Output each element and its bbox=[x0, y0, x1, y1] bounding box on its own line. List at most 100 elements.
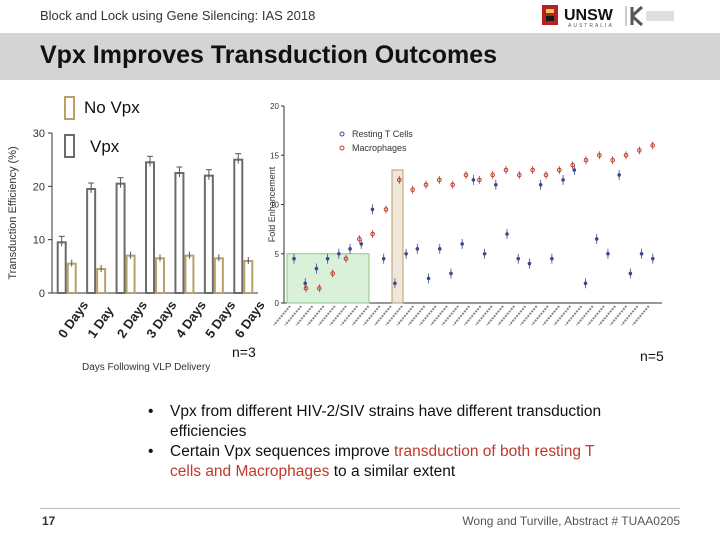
n-left-label: n=3 bbox=[232, 344, 256, 360]
scatter-x-tick-label bbox=[620, 305, 639, 326]
macrophage-point bbox=[410, 187, 415, 193]
scatter-y-tick-label: 0 bbox=[275, 299, 280, 308]
scatter-x-tick-label bbox=[385, 305, 403, 326]
scatter-x-tick-label bbox=[609, 305, 628, 326]
bar-vpx bbox=[145, 161, 155, 295]
macrophage-point bbox=[610, 157, 615, 163]
resting-t-cell-point bbox=[561, 178, 565, 182]
resting-t-cell-point bbox=[628, 271, 633, 276]
resting-t-cell-point bbox=[325, 256, 330, 261]
scatter-y-tick-label: 20 bbox=[270, 102, 279, 111]
citation: Wong and Turville, Abstract # TUAA0205 bbox=[462, 514, 680, 528]
bar-y-tick-label: 20 bbox=[33, 181, 45, 193]
macrophage-point bbox=[637, 148, 642, 153]
macrophage-point bbox=[317, 285, 322, 291]
macrophage-point bbox=[357, 236, 362, 242]
bar-y-axis-label: Transduction Efficiency (%) bbox=[7, 146, 19, 279]
scatter-x-tick-label bbox=[318, 305, 336, 326]
scatter-x-tick-label bbox=[564, 305, 583, 326]
scatter-x-tick-label bbox=[475, 305, 493, 326]
macrophage-point bbox=[650, 143, 655, 148]
macrophage-point bbox=[450, 182, 455, 188]
scatter-x-tick-label bbox=[273, 305, 291, 326]
highlight-tan-box bbox=[391, 169, 404, 304]
resting-t-cell-point bbox=[650, 256, 655, 261]
top-bar: Block and Lock using Gene Silencing: IAS… bbox=[0, 0, 720, 33]
macrophage-point bbox=[383, 207, 389, 212]
bullet-2: Certain Vpx sequences improve transducti… bbox=[148, 442, 628, 481]
resting-t-cell-point bbox=[348, 247, 352, 251]
scatter-y-axis-label: Fold Enhancement bbox=[267, 166, 277, 242]
scatter-x-tick-label bbox=[407, 305, 426, 326]
logo-text: UNSW bbox=[564, 7, 614, 24]
legend-vpx-swatch bbox=[64, 134, 75, 158]
scatter-x-tick-label bbox=[632, 305, 650, 326]
scatter-y-tick-label: 15 bbox=[270, 151, 279, 160]
unsw-logo: UNSW AUSTRALIA bbox=[542, 5, 674, 29]
scatter-x-tick-label bbox=[284, 305, 302, 326]
resting-t-cell-point bbox=[606, 251, 610, 256]
scatter-legend-marker bbox=[339, 145, 345, 151]
bar-vpx bbox=[203, 174, 214, 295]
bar-no-vpx bbox=[243, 260, 254, 294]
macrophage-point bbox=[570, 162, 575, 168]
scatter-x-tick-label bbox=[441, 305, 459, 326]
macrophage-point bbox=[370, 231, 375, 237]
resting-t-cell-point bbox=[303, 281, 308, 286]
macrophage-point bbox=[517, 172, 522, 178]
scatter-x-tick-label bbox=[374, 305, 392, 326]
scatter-x-tick-label bbox=[418, 305, 437, 326]
resting-t-cell-point bbox=[494, 183, 498, 187]
bar-y-tick-label: 10 bbox=[33, 235, 45, 247]
resting-t-cell-point bbox=[292, 256, 296, 261]
scatter-x-tick-label bbox=[497, 305, 516, 326]
bar-no-vpx bbox=[184, 254, 195, 295]
scatter-y-tick-label: 10 bbox=[270, 201, 279, 210]
svg-text:AUSTRALIA: AUSTRALIA bbox=[568, 23, 614, 29]
scatter-x-tick-label bbox=[351, 305, 370, 326]
resting-t-cell-point bbox=[449, 271, 453, 276]
bar-vpx bbox=[233, 158, 244, 294]
bar-chart-xlabel: Days Following VLP Delivery bbox=[82, 362, 211, 373]
slide-title: Vpx Improves Transduction Outcomes bbox=[40, 41, 498, 69]
bar-vpx bbox=[86, 188, 97, 294]
scatter-x-tick-label bbox=[587, 305, 605, 326]
bar-vpx bbox=[56, 241, 67, 295]
bar-vpx bbox=[174, 172, 185, 294]
resting-t-cell-point bbox=[538, 183, 543, 187]
bar-no-vpx bbox=[213, 257, 224, 294]
bar-no-vpx bbox=[155, 257, 165, 294]
scatter-x-tick-label bbox=[452, 305, 471, 326]
macrophage-point bbox=[437, 177, 442, 183]
macrophage-point bbox=[343, 256, 349, 261]
legend-no-vpx-swatch bbox=[64, 96, 75, 120]
scatter-y-tick-label: 5 bbox=[275, 250, 280, 259]
bar-no-vpx bbox=[66, 262, 77, 295]
kirby-icon bbox=[630, 5, 644, 27]
macrophage-point bbox=[397, 177, 402, 183]
crest-icon bbox=[542, 5, 558, 25]
resting-t-cell-point bbox=[572, 168, 577, 172]
resting-t-cell-point bbox=[516, 256, 521, 261]
macrophage-point bbox=[623, 152, 629, 158]
scatter-x-tick-label bbox=[519, 305, 538, 326]
macrophage-point bbox=[543, 172, 549, 178]
bar-y-tick-label: 30 bbox=[33, 128, 45, 140]
resting-t-cell-point bbox=[639, 251, 644, 256]
legend-vpx-label: Vpx bbox=[90, 137, 120, 156]
scatter-x-tick-label bbox=[430, 305, 448, 326]
macrophage-point bbox=[330, 271, 335, 276]
scatter-x-tick-label bbox=[531, 305, 549, 326]
resting-t-cell-point bbox=[437, 247, 442, 251]
scatter-x-tick-label bbox=[575, 305, 594, 326]
n-right-label: n=5 bbox=[640, 348, 664, 364]
macrophage-point bbox=[423, 182, 429, 188]
scatter-x-tick-label bbox=[329, 305, 347, 326]
scatter-x-tick-label bbox=[463, 305, 482, 326]
scatter-legend-label: Macrophages bbox=[352, 143, 407, 153]
macrophage-point bbox=[477, 177, 482, 183]
scatter-x-tick-label bbox=[306, 305, 325, 326]
bar-no-vpx bbox=[96, 268, 107, 294]
scatter-x-tick-label bbox=[508, 305, 527, 326]
